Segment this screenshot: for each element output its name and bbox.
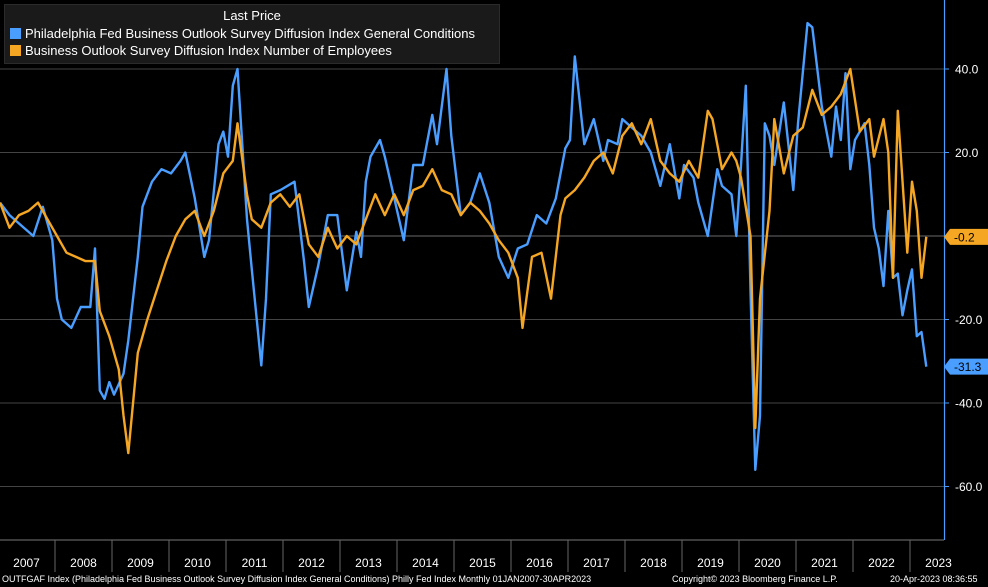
- x-tick-label: 2021: [811, 556, 838, 570]
- x-tick-label: 2011: [242, 556, 268, 570]
- legend: Last Price Philadelphia Fed Business Out…: [4, 4, 500, 64]
- x-tick-label: 2016: [526, 556, 553, 570]
- x-tick-label: 2019: [697, 556, 724, 570]
- y-tick-label: 40.0: [955, 63, 979, 77]
- x-tick-label: 2009: [127, 556, 154, 570]
- x-tick-label: 2008: [70, 556, 97, 570]
- series-line-employees: [0, 67, 928, 455]
- x-tick-label: 2012: [298, 556, 325, 570]
- last-value-label: -0.2: [954, 230, 975, 244]
- gridlines: [0, 68, 944, 487]
- y-tick-label: -20.0: [955, 313, 983, 327]
- legend-label: Business Outlook Survey Diffusion Index …: [25, 43, 392, 58]
- y-tick-label: -40.0: [955, 397, 983, 411]
- legend-swatch: [10, 28, 21, 39]
- legend-item-general-conditions: Philadelphia Fed Business Outlook Survey…: [10, 26, 475, 41]
- x-tick-label: 2018: [640, 556, 667, 570]
- footer-timestamp: 20-Apr-2023 08:36:55: [890, 574, 978, 584]
- last-value-flag: [944, 228, 988, 245]
- x-axis: 2007 2008 2009 2010 2011 2012 2013 2014 2015 2016…: [0, 539, 952, 572]
- x-tick-label: 2022: [868, 556, 895, 570]
- last-value-flag: [944, 358, 988, 375]
- y-axis: 40.0 20.0 -20.0 -40.0 -60.0: [943, 0, 983, 540]
- x-tick-label: 2007: [13, 556, 40, 570]
- legend-label: Philadelphia Fed Business Outlook Survey…: [25, 26, 475, 41]
- last-value-labels: -0.2 -31.3: [944, 228, 988, 375]
- legend-title: Last Price: [223, 8, 281, 23]
- x-tick-label: 2010: [184, 556, 211, 570]
- x-tick-label: 2014: [412, 556, 439, 570]
- last-value-label: -31.3: [954, 360, 982, 374]
- x-tick-label: 2020: [754, 556, 781, 570]
- y-tick-label: -60.0: [955, 480, 983, 494]
- legend-item-employees: Business Outlook Survey Diffusion Index …: [10, 43, 392, 58]
- legend-swatch: [10, 45, 21, 56]
- footer-copyright: Copyright© 2023 Bloomberg Finance L.P.: [672, 574, 838, 584]
- y-tick-label: 20.0: [955, 146, 979, 160]
- footer: OUTFGAF Index (Philadelphia Fed Business…: [0, 574, 988, 587]
- x-tick-label: 2023: [925, 556, 952, 570]
- x-tick-label: 2015: [469, 556, 496, 570]
- x-tick-label: 2013: [355, 556, 382, 570]
- x-tick-label: 2017: [583, 556, 610, 570]
- series-lines: [0, 21, 928, 471]
- footer-description: OUTFGAF Index (Philadelphia Fed Business…: [2, 574, 592, 584]
